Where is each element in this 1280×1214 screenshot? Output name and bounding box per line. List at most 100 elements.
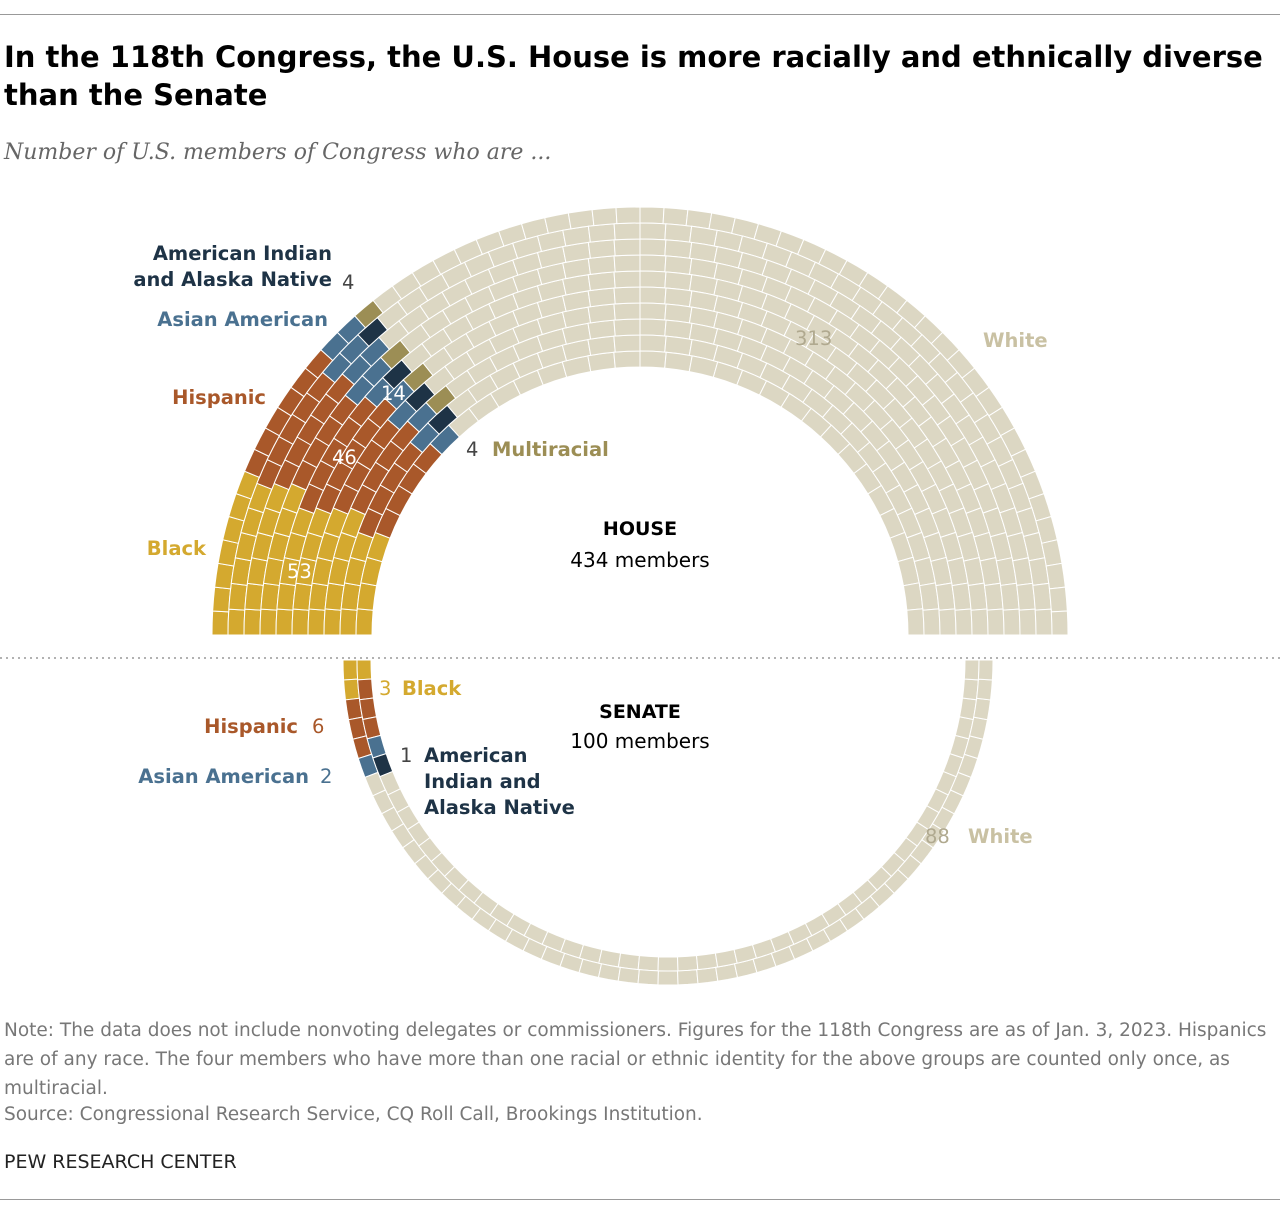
seat <box>228 582 248 611</box>
seat <box>613 350 641 369</box>
top-rule <box>0 14 1280 15</box>
seat <box>342 659 359 681</box>
seat <box>695 952 719 971</box>
seat <box>1050 610 1069 636</box>
seat <box>1016 582 1036 611</box>
seat <box>664 223 693 243</box>
seat <box>214 562 235 590</box>
seat <box>1000 582 1020 611</box>
seat <box>587 255 616 275</box>
seat <box>639 350 667 369</box>
value-label: 4 <box>466 438 479 461</box>
seat <box>637 955 659 972</box>
seat <box>639 302 667 321</box>
seat <box>677 969 699 986</box>
seat <box>355 608 374 636</box>
seat <box>339 608 358 636</box>
value-label: 14 <box>381 382 406 405</box>
footer: PEW RESEARCH CENTER <box>4 1151 237 1173</box>
seat <box>662 207 689 227</box>
seat <box>613 238 641 257</box>
seat <box>357 678 374 701</box>
seat <box>227 608 246 636</box>
bottom-rule <box>0 1199 1280 1200</box>
seat <box>677 955 699 972</box>
seat <box>243 608 262 636</box>
category-label: Multiracial <box>492 438 609 461</box>
category-label: Hispanic <box>204 715 298 738</box>
seat <box>639 318 667 337</box>
seat <box>613 254 641 273</box>
seat <box>657 956 679 972</box>
value-label: 53 <box>287 560 312 583</box>
value-label: 2 <box>320 765 333 788</box>
category-label: White <box>968 825 1033 848</box>
category-label: Black <box>402 677 462 700</box>
seat-group <box>364 659 994 986</box>
seat <box>615 206 641 225</box>
category-label: Hispanic <box>172 386 266 409</box>
seat <box>1034 608 1053 636</box>
seat <box>906 608 925 636</box>
seat <box>613 318 641 337</box>
seat <box>291 608 310 636</box>
seat <box>922 608 941 636</box>
seat <box>275 608 294 636</box>
seat <box>685 209 713 230</box>
seat <box>323 608 342 636</box>
seat <box>1018 608 1037 636</box>
seat <box>973 697 992 721</box>
seat <box>259 608 278 636</box>
seat <box>970 608 989 636</box>
seat-group <box>342 659 373 701</box>
chart-title: HOUSE <box>602 518 678 540</box>
seat <box>657 970 679 986</box>
chart-title: SENATE <box>599 701 681 723</box>
category-label: Black <box>146 537 206 560</box>
seat <box>963 659 980 681</box>
seat <box>1032 582 1052 611</box>
value-label: 1 <box>400 744 413 767</box>
seat <box>613 286 641 305</box>
seat <box>664 351 693 373</box>
seat <box>714 948 738 968</box>
seat <box>954 608 973 636</box>
seat <box>637 969 659 986</box>
seat <box>260 582 280 611</box>
seat <box>639 254 667 273</box>
value-label: 4 <box>342 271 355 294</box>
seat <box>244 582 264 611</box>
seat <box>613 302 641 321</box>
seat <box>587 239 616 259</box>
seat <box>639 270 667 289</box>
source: Source: Congressional Research Service, … <box>4 1104 703 1125</box>
seat <box>1048 586 1068 613</box>
seat <box>211 610 230 636</box>
seat <box>986 608 1005 636</box>
seat <box>639 334 667 353</box>
seat <box>587 223 616 243</box>
seat-group <box>344 678 382 760</box>
seat <box>591 207 618 227</box>
seat <box>639 286 667 305</box>
seat <box>356 659 373 681</box>
seat <box>358 697 378 721</box>
note: Note: The data does not include nonvotin… <box>4 1020 1267 1099</box>
value-label: 6 <box>312 715 325 738</box>
seat <box>976 678 993 701</box>
seat <box>307 608 326 636</box>
seat <box>587 271 616 292</box>
seat <box>356 582 378 611</box>
category-label: American Indian and Alaska Native <box>424 744 575 819</box>
seat <box>1028 557 1050 586</box>
seat <box>962 678 979 701</box>
seat-group <box>243 349 443 539</box>
seat <box>562 225 591 247</box>
value-label: 313 <box>795 327 833 350</box>
seat <box>938 608 957 636</box>
seat-group <box>372 206 1069 636</box>
seat <box>1002 608 1021 636</box>
chart <box>0 206 1280 986</box>
seat-group <box>354 299 457 415</box>
